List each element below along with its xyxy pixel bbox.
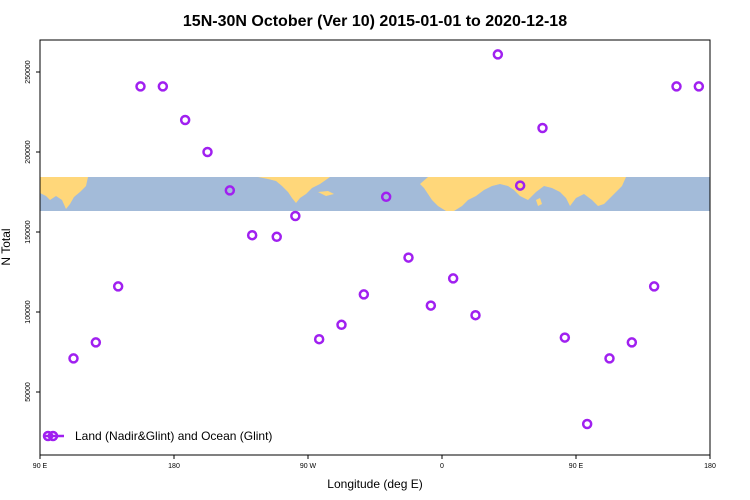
- legend-marker-sample-2: [47, 430, 59, 442]
- x-tick-label: 90 E: [33, 463, 48, 470]
- x-tick-label: 90 E: [569, 463, 584, 470]
- legend-label: Land (Nadir&Glint) and Ocean (Glint): [75, 429, 272, 443]
- data-point: [492, 49, 504, 60]
- data-point: [112, 281, 124, 292]
- data-point: [716, 116, 724, 124]
- data-point: [514, 180, 526, 191]
- y-tick-label: 50000: [25, 382, 32, 402]
- data-point: [626, 337, 638, 348]
- legend: Land (Nadir&Glint) and Ocean (Glint): [42, 429, 272, 443]
- x-tick-label: 0: [440, 463, 444, 470]
- series-points: [68, 49, 724, 430]
- x-tick-label: 90 W: [300, 463, 317, 470]
- chart-title: 15N-30N October (Ver 10) 2015-01-01 to 2…: [183, 13, 567, 30]
- y-tick-label: 200000: [25, 140, 32, 163]
- data-point: [90, 337, 102, 348]
- x-tick-label: 180: [168, 463, 180, 470]
- data-point: [648, 281, 660, 292]
- data-point: [290, 210, 301, 222]
- map-land-island: [536, 198, 542, 206]
- data-point: [559, 332, 571, 343]
- legend-marker-sample: [42, 430, 54, 442]
- data-point: [246, 229, 258, 241]
- data-point: [336, 319, 347, 331]
- data-point: [380, 191, 392, 203]
- data-point: [403, 252, 414, 263]
- data-point: [68, 353, 79, 364]
- data-point: [313, 333, 325, 345]
- data-point: [135, 81, 146, 92]
- map-land-asia-west: [40, 177, 88, 209]
- data-point: [537, 122, 548, 134]
- y-axis-label: N Total: [0, 228, 13, 265]
- data-point: [358, 289, 370, 300]
- y-tick-label: 250000: [25, 60, 32, 83]
- y-tick-label: 100000: [25, 300, 32, 323]
- data-point: [224, 185, 236, 196]
- data-point: [157, 81, 169, 92]
- data-point: [447, 273, 459, 284]
- x-tick-label: 180: [704, 463, 716, 470]
- data-point: [425, 300, 437, 311]
- x-axis-label: Longitude (deg E): [327, 477, 422, 491]
- map-land-americas: [258, 177, 330, 203]
- data-point: [604, 353, 615, 364]
- data-point: [581, 418, 593, 430]
- data-point: [693, 81, 705, 92]
- map-land-africa-asia: [420, 177, 626, 211]
- y-tick-label: 150000: [25, 220, 32, 243]
- data-point: [202, 146, 213, 158]
- data-point: [470, 309, 481, 321]
- x-axis: 90 E 180 90 W 0 90 E 180: [33, 455, 716, 470]
- data-point: [671, 81, 682, 92]
- world-map-band: [40, 177, 710, 211]
- plot-frame: [39, 39, 711, 456]
- y-axis: 50000 100000 150000 200000 250000: [25, 60, 40, 402]
- data-point: [271, 231, 282, 243]
- map-land-caribbean: [318, 191, 334, 196]
- data-point: [179, 114, 191, 126]
